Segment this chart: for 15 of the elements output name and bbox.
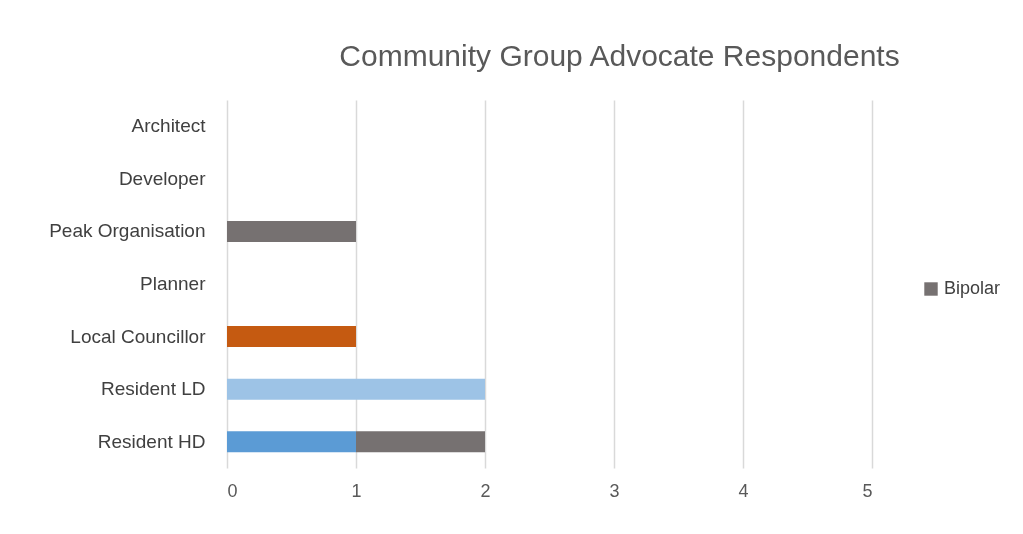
y-tick-label: Resident HD: [97, 430, 206, 452]
x-tick-label: 4: [738, 480, 749, 501]
legend-label: Bipolar: [944, 278, 1001, 298]
y-tick-label: Peak Organisation: [49, 220, 206, 242]
y-tick-label: Planner: [140, 273, 207, 294]
y-tick-label: Architect: [131, 115, 207, 137]
x-tick-label: 2: [480, 480, 491, 501]
y-tick-label: Developer: [118, 167, 207, 189]
x-tick-label: 5: [862, 480, 873, 501]
chart-title: Community Group Advocate Respondents: [339, 39, 900, 72]
x-tick-label: 3: [609, 480, 620, 501]
x-tick-label: 1: [351, 480, 362, 501]
y-tick-label: Resident LD: [100, 378, 206, 400]
x-tick-label: 0: [227, 480, 238, 501]
y-tick-label: Local Councillor: [70, 325, 207, 347]
